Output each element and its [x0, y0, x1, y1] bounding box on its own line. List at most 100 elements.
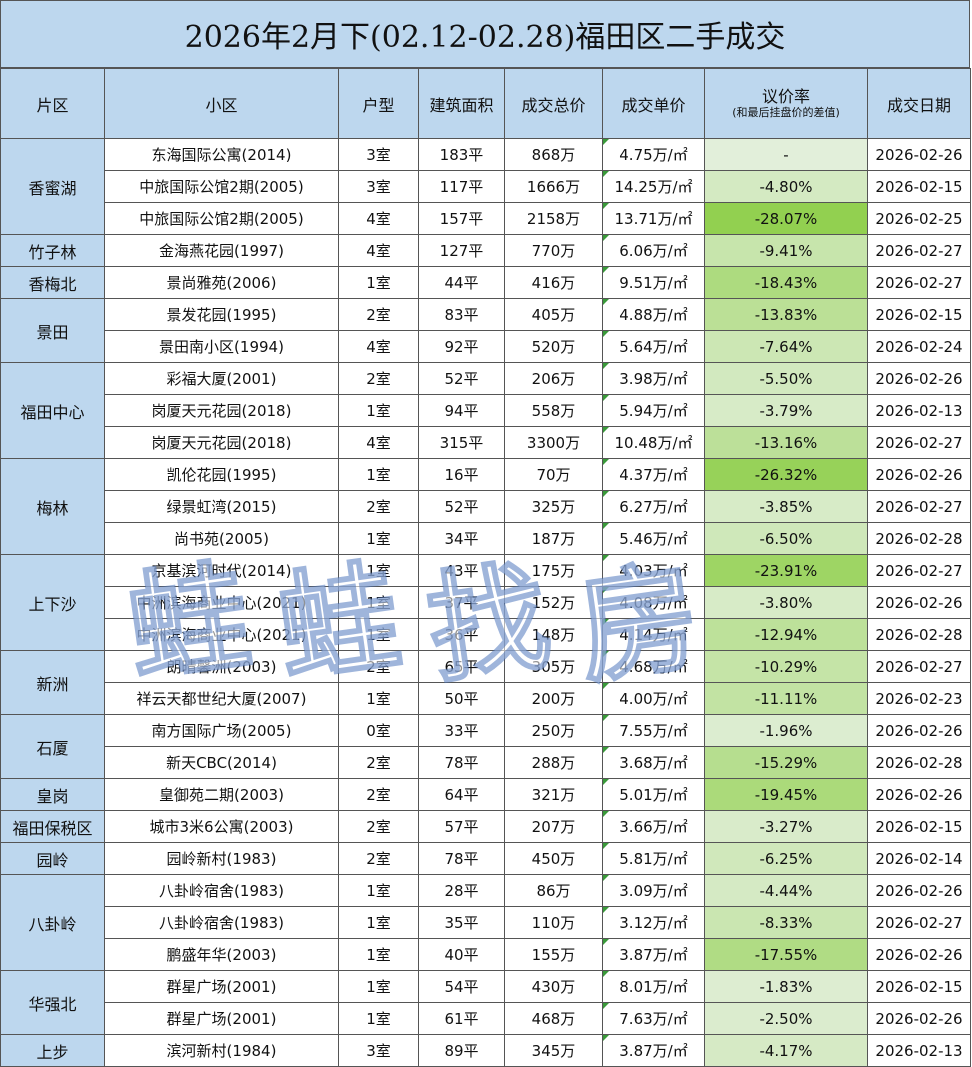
cell-area: 52平	[418, 490, 505, 523]
cell-area: 92平	[418, 330, 505, 363]
cell-discount-rate: -11.11%	[704, 682, 868, 715]
cell-date: 2026-02-25	[867, 202, 971, 235]
cell-discount-rate: -23.91%	[704, 554, 868, 587]
cell-community: 中旅国际公馆2期(2005)	[104, 170, 339, 203]
cell-layout: 2室	[338, 778, 419, 811]
cell-date: 2026-02-27	[867, 906, 971, 939]
cell-layout: 4室	[338, 234, 419, 267]
cell-total-price: 155万	[504, 938, 603, 971]
header-discount-rate-label: 议价率	[761, 86, 810, 106]
table-row: 华强北 群星广场(2001) 1室 54平 430万 8.01万/㎡ -1.83% 2026-…	[0, 970, 971, 1035]
cell-district: 园岭	[0, 842, 105, 875]
cell-date: 2026-02-28	[867, 618, 971, 651]
table-header-row: 片区 小区 户型 建筑面积 成交总价 成交单价 议价率 (和最后挂盘价的差值) …	[0, 68, 971, 139]
cell-total-price: 3300万	[504, 426, 603, 459]
cell-date: 2026-02-26	[867, 1002, 971, 1035]
cell-layout: 3室	[338, 138, 419, 171]
cell-unit-price: 13.71万/㎡	[602, 202, 705, 235]
cell-community: 滨河新村(1984)	[104, 1034, 339, 1067]
cell-area: 28平	[418, 874, 505, 907]
cell-total-price: 305万	[504, 650, 603, 683]
cell-area: 315平	[418, 426, 505, 459]
cell-unit-price: 5.46万/㎡	[602, 522, 705, 555]
cell-unit-price: 14.25万/㎡	[602, 170, 705, 203]
cell-date: 2026-02-13	[867, 1034, 971, 1067]
cell-discount-rate: -15.29%	[704, 746, 868, 779]
table-row: 新天CBC(2014) 2室 78平 288万 3.68万/㎡ -15.29% 2026-0…	[1, 746, 971, 779]
cell-district: 景田	[0, 298, 105, 363]
cell-total-price: 321万	[504, 778, 603, 811]
cell-area: 35平	[418, 906, 505, 939]
cell-date: 2026-02-26	[867, 938, 971, 971]
cell-unit-price: 5.94万/㎡	[602, 394, 705, 427]
cell-date: 2026-02-27	[867, 490, 971, 523]
header-district: 片区	[0, 68, 105, 139]
cell-date: 2026-02-14	[867, 842, 971, 875]
cell-discount-rate: -3.27%	[704, 810, 868, 843]
header-community: 小区	[104, 68, 339, 139]
cell-unit-price: 3.87万/㎡	[602, 938, 705, 971]
cell-date: 2026-02-15	[867, 298, 971, 331]
table-row: 绿景虹湾(2015) 2室 52平 325万 6.27万/㎡ -3.85% 2026-02-…	[1, 490, 971, 523]
cell-total-price: 558万	[504, 394, 603, 427]
cell-discount-rate: -4.17%	[704, 1034, 868, 1067]
cell-area: 36平	[418, 618, 505, 651]
cell-layout: 2室	[338, 490, 419, 523]
cell-date: 2026-02-15	[867, 970, 971, 1003]
cell-discount-rate: -19.45%	[704, 778, 868, 811]
cell-layout: 1室	[338, 906, 419, 939]
cell-community: 群星广场(2001)	[104, 970, 339, 1003]
cell-discount-rate: -4.80%	[704, 170, 868, 203]
cell-district: 新洲	[0, 650, 105, 715]
cell-discount-rate: -3.80%	[704, 586, 868, 619]
header-area: 建筑面积	[418, 68, 505, 139]
cell-district: 上下沙	[0, 554, 105, 651]
cell-district: 梅林	[0, 458, 105, 555]
cell-discount-rate: -5.50%	[704, 362, 868, 395]
cell-layout: 2室	[338, 362, 419, 395]
cell-district: 八卦岭	[0, 874, 105, 971]
cell-total-price: 325万	[504, 490, 603, 523]
cell-unit-price: 5.64万/㎡	[602, 330, 705, 363]
cell-area: 43平	[418, 554, 505, 587]
table-row: 新洲 朗晴馨洲(2003) 2室 65平 305万 4.68万/㎡ -10.29% 2026-…	[0, 650, 971, 715]
cell-total-price: 430万	[504, 970, 603, 1003]
cell-community: 金海燕花园(1997)	[104, 234, 339, 267]
cell-date: 2026-02-26	[867, 458, 971, 491]
cell-unit-price: 10.48万/㎡	[602, 426, 705, 459]
cell-total-price: 187万	[504, 522, 603, 555]
page-title: 2026年2月下(02.12-02.28)福田区二手成交	[0, 0, 970, 68]
cell-district: 香梅北	[0, 266, 105, 299]
cell-total-price: 468万	[504, 1002, 603, 1035]
table-row: 中洲滨海商业中心(2021) 1室 37平 152万 4.08万/㎡ -3.80% 2026…	[1, 586, 971, 619]
table-row: 园岭 园岭新村(1983) 2室 78平 450万 5.81万/㎡ -6.25% 2026-0…	[0, 842, 971, 875]
cell-discount-rate: -18.43%	[704, 266, 868, 299]
table-row: 皇岗 皇御苑二期(2003) 2室 64平 321万 5.01万/㎡ -19.45% 2026…	[0, 778, 971, 811]
cell-layout: 3室	[338, 170, 419, 203]
cell-community: 岗厦天元花园(2018)	[104, 394, 339, 427]
cell-total-price: 520万	[504, 330, 603, 363]
cell-date: 2026-02-24	[867, 330, 971, 363]
cell-district: 福田保税区	[0, 810, 105, 843]
cell-total-price: 288万	[504, 746, 603, 779]
cell-discount-rate: -10.29%	[704, 650, 868, 683]
cell-area: 37平	[418, 586, 505, 619]
cell-unit-price: 6.06万/㎡	[602, 234, 705, 267]
cell-unit-price: 5.81万/㎡	[602, 842, 705, 875]
cell-date: 2026-02-23	[867, 682, 971, 715]
cell-area: 57平	[418, 810, 505, 843]
cell-unit-price: 7.63万/㎡	[602, 1002, 705, 1035]
cell-district: 竹子林	[0, 234, 105, 267]
cell-community: 群星广场(2001)	[104, 1002, 339, 1035]
cell-community: 朗晴馨洲(2003)	[104, 650, 339, 683]
cell-discount-rate: -1.83%	[704, 970, 868, 1003]
cell-total-price: 70万	[504, 458, 603, 491]
cell-layout: 2室	[338, 298, 419, 331]
cell-community: 景尚雅苑(2006)	[104, 266, 339, 299]
cell-district: 皇岗	[0, 778, 105, 811]
cell-community: 凯伦花园(1995)	[104, 458, 339, 491]
cell-layout: 0室	[338, 714, 419, 747]
cell-community: 中洲滨海商业中心(2021)	[104, 586, 339, 619]
cell-community: 彩福大厦(2001)	[104, 362, 339, 395]
cell-discount-rate: -6.50%	[704, 522, 868, 555]
